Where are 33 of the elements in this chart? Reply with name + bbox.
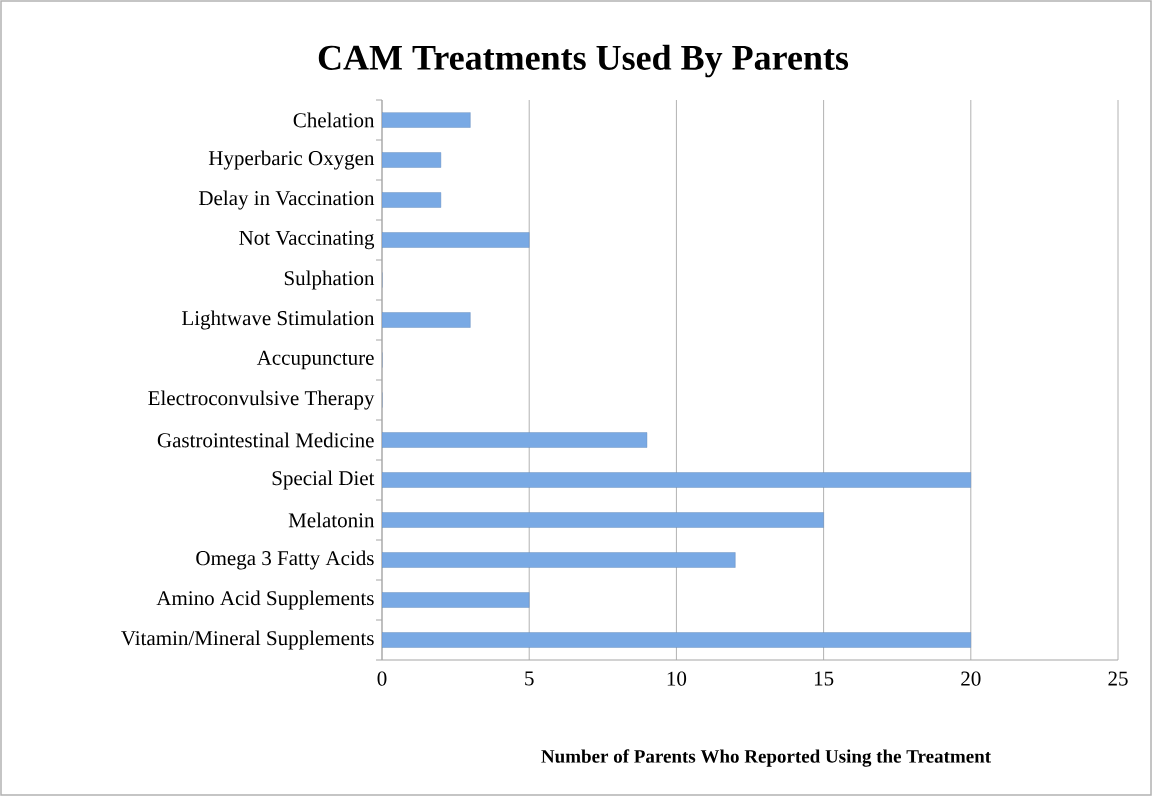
x-tick-label: 5 (525, 671, 534, 686)
chart-title: CAM Treatments Used By Parents (318, 44, 849, 78)
y-tick-label: Sulphation (284, 270, 375, 290)
y-tick-label: Lightwave Stimulation (182, 310, 375, 330)
x-tick-label: 0 (377, 671, 387, 686)
bar (382, 312, 471, 328)
bar (382, 432, 648, 448)
y-tick-label: Chelation (293, 112, 375, 128)
y-tick-label: Delay in Vaccination (198, 190, 375, 210)
bar (382, 232, 530, 248)
bar (382, 592, 530, 608)
x-tick-label: 20 (961, 671, 981, 686)
y-tick-label: Vitamin/Mineral Supplements (121, 630, 374, 650)
x-tick-label: 25 (1108, 671, 1128, 686)
bar (382, 632, 972, 648)
y-tick-label: Accupuncture (256, 350, 374, 370)
y-tick-label: Hyperbaric Oxygen (208, 150, 375, 170)
x-axis-title: Number of Parents Who Reported Using the Treatment (541, 749, 991, 767)
x-tick-label: 10 (667, 671, 687, 686)
y-tick-label: Gastrointestinal Medicine (157, 432, 374, 448)
bar (382, 192, 442, 208)
y-tick-label: Amino Acid Supplements (156, 590, 374, 610)
y-tick-label: Not Vaccinating (239, 230, 375, 250)
bar (382, 152, 442, 168)
y-tick-label: Melatonin (288, 512, 375, 528)
bar (382, 512, 824, 528)
bar (382, 472, 972, 488)
bar (382, 552, 736, 568)
y-tick-label: Special Diet (272, 470, 375, 490)
y-tick-label: Omega 3 Fatty Acids (196, 550, 374, 570)
y-tick-label: Electroconvulsive Therapy (148, 390, 375, 410)
x-tick-label: 15 (814, 671, 834, 686)
bar (382, 112, 471, 128)
